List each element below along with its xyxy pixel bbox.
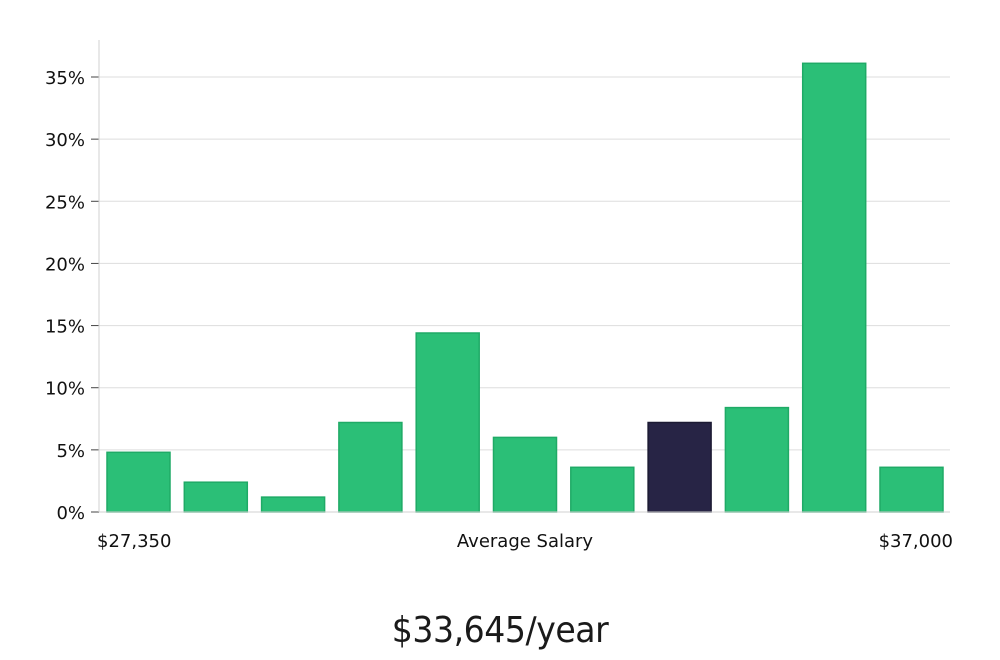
histogram-bar — [492, 436, 558, 513]
y-axis-ticks: 0% 5% 10% 15% 20% 25% 30% 35% — [45, 68, 99, 524]
y-tick-label: 20% — [45, 254, 85, 275]
histogram-bar — [106, 451, 171, 513]
y-tick-label: 15% — [45, 317, 85, 338]
histogram-bar — [260, 496, 326, 513]
histogram-bar — [801, 62, 867, 513]
average-salary-value: $33,645/year — [391, 610, 609, 651]
x-axis-title: Average Salary — [457, 531, 594, 552]
grid-lines — [99, 76, 950, 451]
histogram-bar-highlighted — [647, 421, 712, 513]
histogram-bars — [106, 62, 944, 513]
y-tick-label: 5% — [56, 441, 85, 462]
histogram-bar — [415, 332, 480, 513]
y-tick-label: 10% — [45, 379, 85, 400]
salary-histogram-chart: 0% 5% 10% 15% 20% 25% 30% 35% $27,350 Average S… — [45, 40, 953, 552]
histogram-bar — [183, 481, 249, 513]
y-tick-label: 0% — [56, 503, 85, 524]
y-tick-label: 25% — [45, 192, 85, 213]
histogram-bar — [879, 466, 944, 513]
histogram-bar — [338, 421, 403, 513]
y-tick-label: 30% — [45, 130, 85, 151]
x-max-label: $37,000 — [879, 531, 953, 552]
y-tick-label: 35% — [45, 68, 85, 89]
histogram-bar — [570, 466, 635, 513]
x-min-label: $27,350 — [97, 531, 171, 552]
histogram-bar — [724, 406, 790, 513]
